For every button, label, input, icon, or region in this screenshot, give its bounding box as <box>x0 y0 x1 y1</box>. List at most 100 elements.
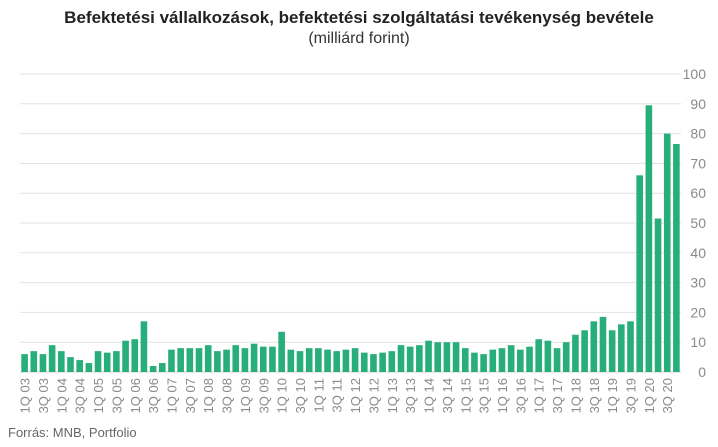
x-tick-label: 3Q 09 <box>256 378 271 413</box>
bar-3Q-11 <box>333 351 341 372</box>
bar-4Q-10 <box>305 348 313 372</box>
bar-1Q-10 <box>278 331 285 372</box>
y-tick-label: 100 <box>683 66 707 82</box>
bar-2Q-07 <box>177 348 184 372</box>
bar-4Q-05 <box>122 340 129 372</box>
y-tick-label: 10 <box>690 334 706 350</box>
y-tick-label: 30 <box>690 275 706 291</box>
x-tick-label: 1Q 12 <box>348 378 363 413</box>
x-tick-label: 3Q 06 <box>146 378 161 413</box>
bar-4Q-07 <box>195 348 203 372</box>
bar-2Q-08 <box>214 351 221 372</box>
x-tick-label: 1Q 11 <box>311 378 326 412</box>
bar-3Q-17 <box>553 348 561 372</box>
bar-2Q-18 <box>581 330 588 372</box>
bar-4Q-11 <box>342 349 350 372</box>
x-tick-label: 3Q 17 <box>550 378 565 413</box>
x-tick-label: 1Q 19 <box>605 378 620 413</box>
y-tick-label: 20 <box>690 304 706 320</box>
bar-1Q-04 <box>58 351 65 372</box>
x-tick-label: 1Q 04 <box>54 378 69 413</box>
x-tick-label: 1Q 17 <box>532 378 547 413</box>
bar-1Q-03 <box>21 354 28 372</box>
bar-4Q-14 <box>452 342 460 372</box>
x-tick-label: 3Q 18 <box>587 378 602 413</box>
x-tick-label: 3Q 03 <box>36 378 51 413</box>
bar-4Q-13 <box>416 345 423 372</box>
bar-1Q-20 <box>645 105 653 372</box>
bar-3Q-09 <box>259 346 267 372</box>
y-tick-label: 70 <box>690 155 706 171</box>
bar-2Q-09 <box>250 343 258 372</box>
x-tick-label: 1Q 20 <box>642 378 657 413</box>
chart-subtitle: (milliárd forint) <box>308 30 410 47</box>
bar-3Q-12 <box>370 354 377 372</box>
bar-3Q-06 <box>149 366 157 372</box>
bar-1Q-19 <box>608 330 616 372</box>
x-axis: 1Q 03 3Q 03 1Q 04 3Q 04 1Q 05 3Q 05 1Q 06 3Q 06… <box>18 378 676 413</box>
bar-3Q-03 <box>39 354 47 372</box>
bar-1Q-06 <box>131 339 139 372</box>
bar-3Q-05 <box>113 351 120 372</box>
bar-3Q-13 <box>406 346 414 372</box>
x-tick-label: 1Q 08 <box>201 378 216 413</box>
y-tick-label: 80 <box>690 126 706 142</box>
bar-1Q-18 <box>572 334 579 372</box>
bar-4Q-15 <box>489 349 497 372</box>
x-tick-label: 3Q 15 <box>477 378 492 413</box>
x-tick-label: 3Q 16 <box>513 378 528 413</box>
x-tick-label: 3Q 12 <box>366 378 381 413</box>
bar-3Q-16 <box>517 349 524 372</box>
bar-2Q-19 <box>618 324 625 372</box>
y-tick-label: 0 <box>698 364 706 380</box>
x-tick-label: 1Q 18 <box>568 378 583 413</box>
x-tick-label: 1Q 06 <box>128 378 143 413</box>
bar-2Q-05 <box>103 352 111 372</box>
bar-2Q-03 <box>30 351 38 372</box>
x-tick-label: 3Q 07 <box>183 378 198 413</box>
bar-1Q-15 <box>461 348 469 372</box>
bar-2Q-11 <box>324 349 331 372</box>
bar-1Q-16 <box>498 348 506 372</box>
x-tick-label: 1Q 09 <box>238 378 253 413</box>
x-tick-label: 3Q 05 <box>109 378 124 413</box>
source-note: Forrás: MNB, Portfolio <box>8 425 137 440</box>
x-tick-label: 3Q 19 <box>624 378 639 413</box>
bar-1Q-07 <box>168 349 175 372</box>
bar-3Q-04 <box>76 360 83 372</box>
bar-2Q-06 <box>140 321 148 372</box>
x-tick-label: 3Q 08 <box>220 378 235 413</box>
bar-4Q-16 <box>526 346 533 372</box>
x-tick-label: 3Q 13 <box>403 378 418 413</box>
bar-1Q-13 <box>388 351 396 372</box>
bar-1Q-14 <box>425 340 432 372</box>
bar-4Q-06 <box>158 363 166 372</box>
x-tick-label: 3Q 04 <box>73 378 88 413</box>
bar-2Q-17 <box>544 340 552 372</box>
bar-4Q-12 <box>379 352 386 372</box>
x-tick-label: 3Q 10 <box>293 378 308 413</box>
x-tick-label: 1Q 10 <box>275 378 290 413</box>
x-tick-label: 1Q 13 <box>385 378 400 413</box>
bar-4Q-08 <box>232 345 240 372</box>
bar-2Q-20 <box>654 218 662 372</box>
bar-2Q-13 <box>397 345 405 372</box>
chart-title: Befektetési vállalkozások, befektetési s… <box>64 8 654 27</box>
bar-4Q-09 <box>269 346 276 372</box>
x-tick-label: 1Q 16 <box>495 378 510 413</box>
bar-1Q-12 <box>351 348 359 372</box>
x-tick-label: 1Q 14 <box>422 378 437 413</box>
bar-1Q-09 <box>241 348 249 372</box>
bar-4Q-03 <box>48 345 56 372</box>
bar-3Q-18 <box>590 321 598 372</box>
bar-4Q-18 <box>599 316 607 372</box>
bar-4Q-17 <box>562 342 570 372</box>
bar-4Q-20 <box>673 144 680 372</box>
x-tick-label: 1Q 15 <box>458 378 473 413</box>
x-tick-label: 1Q 05 <box>91 378 106 413</box>
bar-3Q-10 <box>296 351 304 372</box>
bar-1Q-05 <box>94 351 102 372</box>
bar-1Q-17 <box>535 339 543 372</box>
bar-2Q-14 <box>434 342 442 372</box>
